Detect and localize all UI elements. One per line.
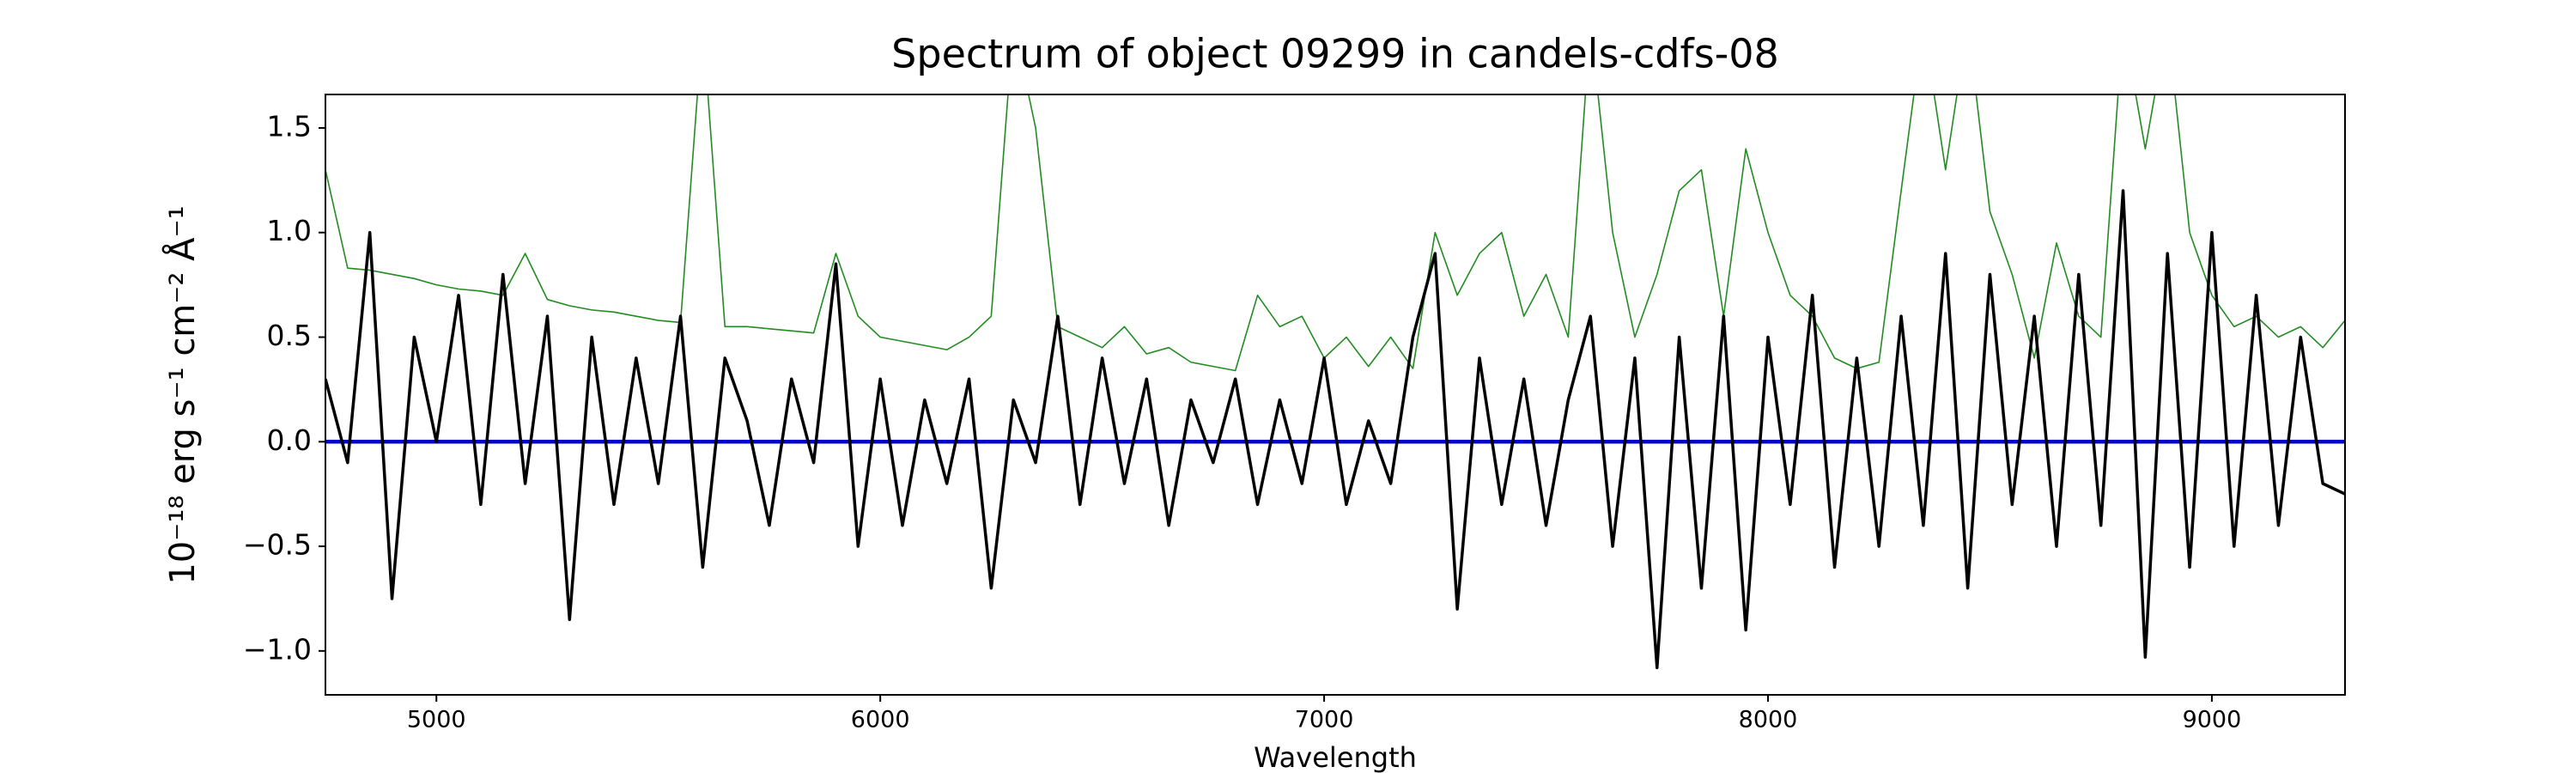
x-tick-label: 6000: [851, 707, 910, 733]
y-tick-label: 0.5: [267, 319, 312, 352]
y-tick-label: −0.5: [243, 528, 312, 562]
y-tick-label: −1.0: [243, 632, 312, 666]
x-tick-label: 8000: [1739, 707, 1798, 733]
plot-lines: [325, 94, 2345, 670]
x-tick-label: 7000: [1295, 707, 1354, 733]
y-axis-label: 10⁻¹⁸ erg s⁻¹ cm⁻² Å⁻¹: [161, 205, 203, 584]
y-tick-label: 1.5: [267, 109, 312, 143]
y-tick-label: 1.0: [267, 214, 312, 247]
spectrum-line: [325, 189, 2345, 670]
x-tick-label: 5000: [407, 707, 466, 733]
y-tick-label: 0.0: [267, 423, 312, 457]
x-tick-label: 9000: [2183, 707, 2242, 733]
spectrum-line: [325, 94, 2345, 372]
x-axis-label: Wavelength: [1254, 741, 1417, 773]
chart-title: Spectrum of object 09299 in candels-cdfs…: [891, 31, 1779, 77]
plot-frame: [325, 94, 2346, 696]
